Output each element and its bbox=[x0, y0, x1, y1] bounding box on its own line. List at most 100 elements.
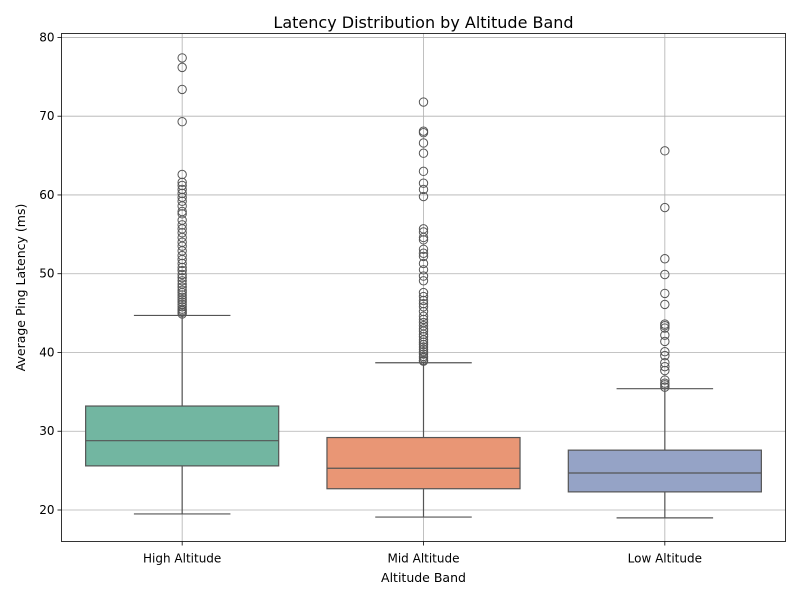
outlier-point bbox=[177, 220, 187, 230]
outlier-point bbox=[418, 97, 429, 107]
outlier-point bbox=[418, 337, 429, 347]
outlier-point bbox=[418, 148, 429, 158]
box-group bbox=[326, 97, 521, 518]
outlier-point bbox=[177, 184, 187, 195]
outlier-point bbox=[418, 332, 429, 342]
outlier-point bbox=[660, 146, 670, 156]
outlier-point bbox=[177, 309, 187, 319]
outlier-point bbox=[177, 250, 187, 261]
outlier-point bbox=[418, 232, 429, 243]
outlier-point bbox=[660, 330, 670, 340]
outlier-point bbox=[418, 349, 429, 359]
outlier-point bbox=[418, 276, 429, 286]
outlier-point bbox=[418, 302, 429, 312]
outlier-point bbox=[177, 302, 187, 312]
x-axis-label: Altitude Band bbox=[381, 570, 466, 585]
outlier-point bbox=[177, 117, 187, 127]
x-tick-label: High Altitude bbox=[143, 552, 221, 566]
outlier-point bbox=[418, 227, 429, 237]
outlier-point bbox=[418, 295, 429, 306]
outlier-point bbox=[177, 299, 187, 310]
outlier-point bbox=[177, 254, 187, 265]
outlier-point bbox=[418, 339, 429, 350]
outlier-point bbox=[418, 342, 429, 352]
outlier-point bbox=[418, 271, 429, 281]
outlier-point bbox=[177, 258, 187, 269]
outlier-point bbox=[418, 248, 429, 258]
outlier-point bbox=[660, 350, 670, 361]
outlier-point bbox=[660, 288, 670, 299]
iqr-box bbox=[85, 405, 280, 467]
outlier-point bbox=[418, 298, 429, 309]
outlier-point bbox=[418, 138, 429, 148]
outlier-point bbox=[177, 201, 187, 211]
outlier-point bbox=[418, 166, 429, 177]
outlier-point bbox=[418, 265, 429, 275]
outlier-point bbox=[418, 258, 429, 269]
outlier-point bbox=[418, 311, 429, 321]
outlier-point bbox=[418, 191, 429, 202]
outlier-point bbox=[177, 188, 187, 199]
outlier-point bbox=[177, 209, 187, 219]
y-tick-label: 80 bbox=[39, 30, 54, 44]
outlier-point bbox=[418, 306, 429, 317]
outlier-point bbox=[177, 276, 187, 286]
y-tick-label: 60 bbox=[39, 188, 54, 202]
outlier-point bbox=[660, 254, 670, 264]
y-tick-label: 20 bbox=[39, 503, 54, 517]
outlier-point bbox=[177, 262, 187, 273]
outlier-point bbox=[660, 358, 670, 368]
iqr-box bbox=[567, 449, 762, 493]
outlier-point bbox=[177, 196, 187, 206]
outlier-point bbox=[177, 53, 187, 63]
y-axis-label: Average Ping Latency (ms) bbox=[13, 204, 28, 372]
outlier-point bbox=[177, 169, 187, 180]
chart-title: Latency Distribution by Altitude Band bbox=[273, 13, 573, 32]
outlier-point bbox=[418, 184, 429, 195]
outlier-point bbox=[418, 178, 429, 188]
outlier-point bbox=[177, 285, 187, 295]
outlier-point bbox=[177, 265, 187, 276]
boxes-layer bbox=[85, 53, 762, 519]
outlier-point bbox=[418, 244, 429, 255]
outlier-point bbox=[177, 177, 187, 188]
x-tick-label: Low Altitude bbox=[628, 552, 702, 566]
y-tick-label: 70 bbox=[39, 109, 54, 123]
outlier-point bbox=[660, 202, 670, 213]
outlier-point bbox=[660, 346, 670, 357]
outlier-point bbox=[177, 272, 187, 283]
outlier-point bbox=[660, 299, 670, 310]
outlier-point bbox=[418, 329, 429, 340]
ticks-layer: 20 30 40 50 60 70 80 High Altitude Mid Altitude L… bbox=[39, 30, 702, 565]
outlier-point bbox=[418, 287, 429, 298]
box-group bbox=[85, 53, 280, 515]
outlier-point bbox=[177, 295, 187, 305]
y-tick-label: 50 bbox=[39, 267, 54, 281]
outlier-point bbox=[418, 314, 429, 325]
outlier-point bbox=[660, 320, 670, 331]
iqr-box bbox=[326, 436, 521, 490]
outlier-point bbox=[177, 292, 187, 303]
outlier-point bbox=[660, 361, 670, 372]
outlier-point bbox=[177, 84, 187, 95]
outlier-point bbox=[418, 291, 429, 302]
outlier-point bbox=[177, 62, 187, 73]
outlier-point bbox=[177, 228, 187, 238]
outlier-point bbox=[418, 335, 429, 345]
x-tick-label: Mid Altitude bbox=[387, 552, 459, 566]
outlier-point bbox=[177, 180, 187, 191]
outlier-point bbox=[418, 251, 429, 262]
outlier-point bbox=[660, 380, 670, 390]
outlier-point bbox=[418, 235, 429, 245]
outlier-point bbox=[660, 382, 670, 392]
outlier-point bbox=[418, 128, 429, 138]
outlier-point bbox=[177, 269, 187, 280]
outlier-point bbox=[177, 287, 187, 298]
outlier-point bbox=[660, 336, 670, 347]
y-tick-label: 40 bbox=[39, 345, 54, 359]
y-tick-label: 30 bbox=[39, 424, 54, 438]
box-group bbox=[567, 146, 762, 519]
outlier-point bbox=[660, 375, 670, 385]
outlier-point bbox=[418, 353, 429, 363]
